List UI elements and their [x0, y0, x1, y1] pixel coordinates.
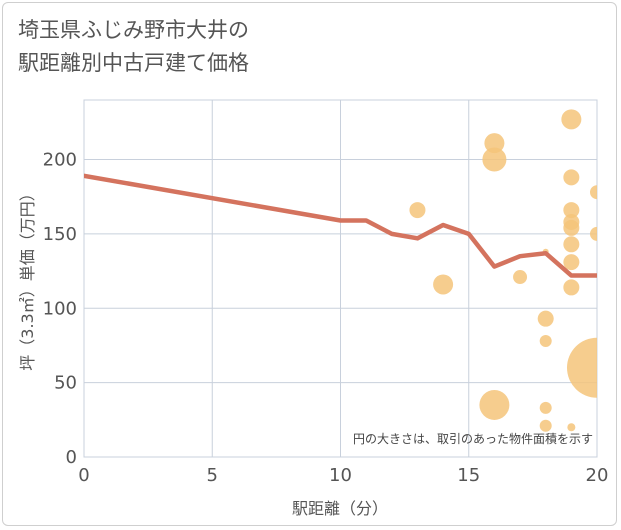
trend-series [84, 173, 597, 278]
y-tick-label: 150 [43, 224, 77, 245]
bubble-point [590, 185, 597, 200]
x-tick-label: 0 [78, 465, 89, 486]
bubble-point [561, 109, 582, 130]
chart-title-line-1: 埼玉県ふじみ野市大井の [18, 18, 249, 42]
bubble-point [537, 310, 554, 327]
bubble-point [409, 202, 426, 219]
y-tick-label: 50 [54, 373, 77, 394]
bubble-point [563, 202, 580, 219]
bubble-point [563, 279, 580, 296]
bubble-point [482, 147, 507, 172]
y-axis-title: 坪（3.3㎡）単価（万円） [18, 185, 37, 370]
bubble-point [433, 274, 454, 295]
chart-title: 埼玉県ふじみ野市大井の 駅距離別中古戸建て価格 [18, 14, 438, 80]
bubble-point [539, 401, 552, 414]
bubble-point [479, 389, 510, 420]
x-axis-title: 駅距離（分） [292, 499, 388, 518]
bubble-point [563, 236, 580, 253]
bubble-point [563, 169, 580, 186]
bubble-point [539, 334, 552, 347]
x-tick-label: 5 [207, 465, 218, 486]
bubble-point [563, 254, 580, 271]
y-tick-label: 100 [43, 298, 77, 319]
grid-lines [84, 100, 597, 457]
bubble-point [484, 133, 505, 154]
bubble-point [567, 337, 597, 398]
bubble-point [563, 219, 580, 236]
bubble-point [539, 419, 552, 432]
bubble-point [567, 423, 576, 432]
y-tick-label: 0 [66, 447, 77, 468]
bubble-point [590, 226, 597, 241]
x-tick-label: 20 [586, 465, 609, 486]
bubble-series [409, 109, 597, 432]
x-tick-label: 10 [329, 465, 352, 486]
bubble-size-note: 円の大きさは、取引のあった物件面積を示す [353, 431, 593, 446]
chart-title-line-2: 駅距離別中古戸建て価格 [18, 51, 249, 75]
bubble-point [513, 270, 528, 285]
x-tick-label: 15 [457, 465, 480, 486]
trend-line [84, 173, 597, 278]
y-tick-label: 200 [43, 150, 77, 171]
